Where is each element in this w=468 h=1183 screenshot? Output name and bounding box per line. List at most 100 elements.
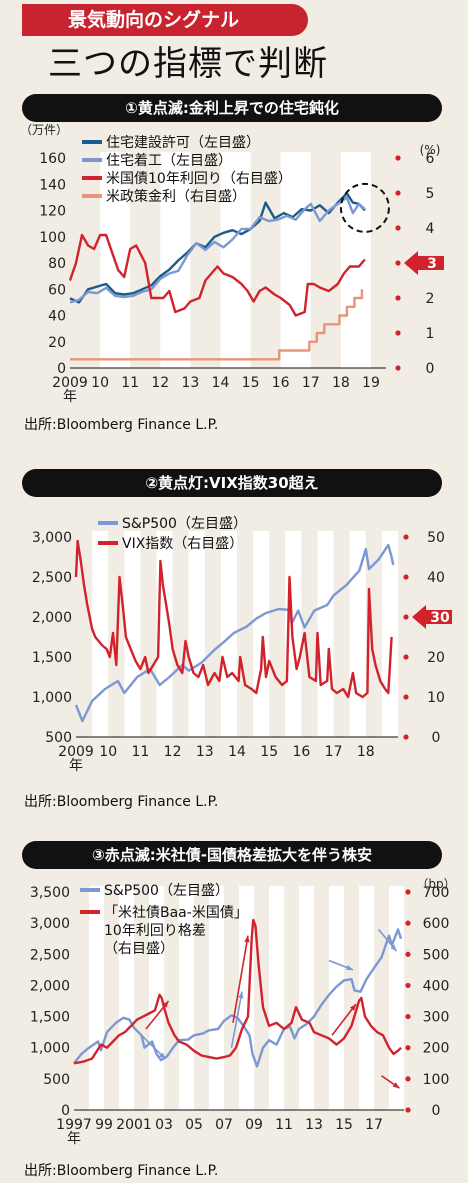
stripe-band	[389, 886, 404, 1110]
legend-label: 「米社債Baa-米国債」	[104, 905, 248, 921]
series-line	[70, 289, 364, 361]
stripe-band	[269, 886, 284, 1110]
y2-tick-dot	[403, 734, 409, 740]
x-tick-label: 14	[212, 375, 230, 391]
x-tick-label: 17	[365, 1117, 383, 1133]
x-tick-label: 11	[275, 1117, 293, 1133]
y2-tick-label: 10	[427, 690, 445, 706]
y-tick-label: 160	[39, 151, 66, 167]
series-line	[69, 192, 366, 304]
x-tick-label: 12	[164, 744, 182, 760]
y2-tick-dot	[405, 920, 411, 926]
y2-tick-label: 50	[427, 530, 445, 546]
y-tick-label: 2,500	[32, 570, 72, 586]
headline: 三つの指標で判断	[48, 44, 328, 84]
chart3-svg: 0 500 1,000 1,500 2,000 2,500 3,000 3,500 0 100 20…	[30, 877, 456, 1147]
chart2-source: 出所:Bloomberg Finance L.P.	[24, 794, 219, 810]
y2-tick-dot	[395, 225, 401, 231]
x-tick-label: 2001	[116, 1117, 152, 1133]
x-tick-label: 15	[260, 744, 278, 760]
legend-note: 10年利回り格差（右目盛）	[104, 923, 206, 957]
y2-tick-label: 0	[426, 361, 435, 377]
stripe-band	[329, 886, 344, 1110]
y2-tick-label: 0	[432, 730, 441, 746]
y-tick-label: 3,500	[30, 885, 70, 901]
y2-tick-dot	[395, 260, 401, 266]
y2-tick-dot	[405, 1045, 411, 1051]
series-line	[74, 543, 395, 723]
x-tick-label: 15	[335, 1117, 353, 1133]
y-tick-label: 1,500	[32, 650, 72, 666]
y-tick-label: 2,500	[30, 947, 70, 963]
annotation-arrowhead	[346, 964, 353, 971]
x-tick-label: 14	[228, 744, 246, 760]
annotation-arrowhead	[349, 1004, 356, 1011]
x-tick-label: 12	[151, 375, 169, 391]
stripe-band	[317, 531, 334, 737]
y2-tick-label: 300	[423, 1010, 450, 1026]
y2-tick-dot	[405, 1076, 411, 1082]
y-tick-label: 1,000	[32, 690, 72, 706]
y-unit-label: （万件）	[20, 123, 68, 137]
y2-tick-dot	[403, 694, 409, 700]
chart1-source: 出所:Bloomberg Finance L.P.	[24, 417, 219, 433]
series-line	[73, 918, 402, 1065]
chart3-title: ③赤点滅:米社債-国債格差拡大を伴う株安	[22, 841, 442, 869]
annotation-arrowhead	[238, 991, 244, 999]
x-tick-label: 13	[181, 375, 199, 391]
stripe-band	[209, 886, 224, 1110]
y-tick-label: 3,000	[30, 916, 70, 932]
chart3-source: 出所:Bloomberg Finance L.P.	[24, 1163, 219, 1179]
annotation-arrow	[230, 991, 243, 1048]
y-tick-label: 2,000	[32, 610, 72, 626]
stripe-band	[92, 531, 109, 737]
annotation-arrowhead	[390, 944, 397, 952]
legend-label: 米政策金利（右目盛）	[106, 188, 246, 205]
y-tick-label: 80	[48, 256, 66, 272]
y-tick-label: 3,000	[32, 530, 72, 546]
y2-tick-label: 600	[423, 916, 450, 932]
y2-unit-label: （bp）	[416, 877, 455, 891]
stripe-band	[89, 886, 104, 1110]
chart1-title: ①黄点滅:金利上昇での住宅鈍化	[22, 94, 442, 122]
legend-label: S&P500（左目盛）	[104, 883, 229, 899]
legend-label: 住宅着工（左目盛）	[106, 153, 232, 169]
threshold-arrow	[412, 605, 452, 629]
x-tick-label: 16	[272, 375, 290, 391]
annotation-arrowhead	[244, 935, 250, 943]
threshold-label: 3	[427, 256, 437, 272]
y2-tick-dot	[403, 654, 409, 660]
y2-tick-label: 400	[423, 978, 450, 994]
x-tick-label: 2009 年	[58, 744, 94, 774]
y2-tick-label: 6	[426, 151, 435, 167]
x-tick-label: 13	[305, 1117, 323, 1133]
stripe-band	[340, 152, 371, 368]
x-tick-label: 16	[292, 744, 310, 760]
y2-tick-dot	[403, 534, 409, 540]
y2-tick-label: 0	[432, 1103, 441, 1119]
y2-tick-label: 100	[423, 1072, 450, 1088]
annotation-arrow	[232, 935, 249, 1023]
y2-tick-label: 700	[423, 885, 450, 901]
stripe-band	[359, 886, 374, 1110]
y2-tick-dot	[405, 1107, 411, 1113]
threshold-label: 30	[430, 610, 450, 626]
y2-tick-label: 5	[426, 186, 435, 202]
series-line	[68, 233, 366, 317]
stripe-band	[253, 531, 270, 737]
stripe-band	[119, 886, 134, 1110]
y2-tick-label: 20	[427, 650, 445, 666]
stripe-band	[299, 886, 314, 1110]
y2-tick-dot	[403, 614, 409, 620]
y2-tick-label: 4	[426, 221, 435, 237]
y-tick-label: 1,000	[30, 1041, 70, 1057]
x-tick-label: 03	[155, 1117, 173, 1133]
legend-label: 米国債10年利回り（右目盛）	[106, 171, 292, 187]
series-line	[74, 539, 393, 699]
stripe-band	[280, 152, 311, 368]
y2-unit-label: (%)	[420, 143, 441, 157]
y-tick-label: 140	[39, 177, 66, 193]
annotation-arrow	[331, 1003, 357, 1036]
highlight-circle	[339, 182, 390, 233]
